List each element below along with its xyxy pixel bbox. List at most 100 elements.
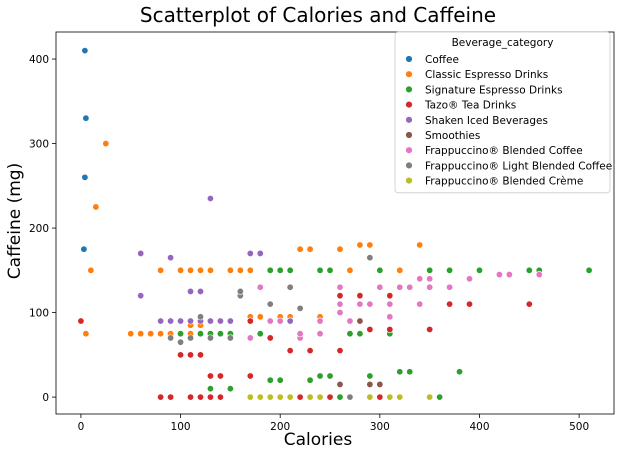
data-point [296,330,304,338]
data-point [266,300,274,308]
data-point [356,241,364,249]
legend-marker [405,161,413,170]
data-point [336,300,344,308]
data-point [286,347,294,355]
data-point [226,334,234,342]
data-point [256,313,264,321]
data-point [426,283,434,291]
data-point [276,393,284,401]
data-point [346,317,354,325]
data-point [296,304,304,312]
x-tick-label: 500 [569,421,589,433]
data-point [426,393,434,401]
legend: Beverage_category Coffee Classic Espresso … [394,31,612,194]
data-point [286,393,294,401]
data-point [137,330,145,338]
data-point [366,380,374,388]
data-point [256,393,264,401]
data-point [296,393,304,401]
data-point [336,309,344,317]
chart-title: Scatterplot of Calories and Caffeine [140,3,496,27]
data-point [326,393,334,401]
x-tick-label: 0 [78,421,85,433]
data-point [386,325,394,333]
data-point [187,351,195,359]
data-point [256,249,264,257]
data-point [306,245,314,253]
data-point [426,266,434,274]
data-point [187,317,195,325]
data-point [296,245,304,253]
data-point [157,317,165,325]
data-point [316,317,324,325]
y-axis-label: Caffeine (mg) [5,163,25,279]
data-point [216,372,224,380]
data-point [266,376,274,384]
data-point [81,47,89,55]
x-tick-label: 100 [171,421,191,433]
data-point [216,330,224,338]
data-point [81,173,89,181]
legend-entry: Signature Espresso Drinks [425,84,563,96]
data-point [177,317,185,325]
data-point [426,275,434,283]
plot-frame [55,31,615,415]
data-point [495,271,503,279]
data-point [326,372,334,380]
data-point [157,330,165,338]
data-point [246,334,254,342]
data-point [366,372,374,380]
data-point [177,351,185,359]
data-point [77,317,85,325]
series-6 [226,271,543,342]
data-point [436,393,444,401]
data-point [286,317,294,325]
data-point [206,393,214,401]
data-point [525,266,533,274]
x-tick-label: 200 [270,421,290,433]
data-point [525,300,533,308]
data-point [366,254,374,262]
series-3 [77,292,533,401]
data-point [187,393,195,401]
data-point [286,283,294,291]
x-tick-label: 300 [370,421,390,433]
data-point [535,271,543,279]
data-point [346,393,354,401]
data-point [167,254,175,262]
data-point [446,283,454,291]
data-point [585,266,593,274]
data-point [366,241,374,249]
data-point [196,330,204,338]
data-point [396,266,404,274]
data-point [216,317,224,325]
data-point [92,203,100,211]
legend-marker [405,85,413,94]
data-point [386,313,394,321]
data-point [396,393,404,401]
legend-entry: Frappuccino® Blended Crème [425,176,583,188]
data-point [316,330,324,338]
legend-marker [405,146,413,154]
data-point [376,283,384,291]
data-point [366,325,374,333]
data-point [167,334,175,342]
data-point [286,266,294,274]
data-point [187,334,195,342]
data-point [406,283,414,291]
data-point [366,393,374,401]
data-point [147,330,155,338]
data-point [236,287,244,295]
data-point [177,330,185,338]
legend-marker [405,176,413,185]
legend-marker [405,116,413,124]
data-point [416,275,424,283]
legend-marker [405,100,413,109]
data-point [206,334,214,342]
data-point [206,194,214,202]
series-1 [82,140,424,338]
data-point [137,249,145,257]
data-point [396,368,404,376]
data-point [246,266,254,274]
y-tick-label: 400 [29,54,49,66]
